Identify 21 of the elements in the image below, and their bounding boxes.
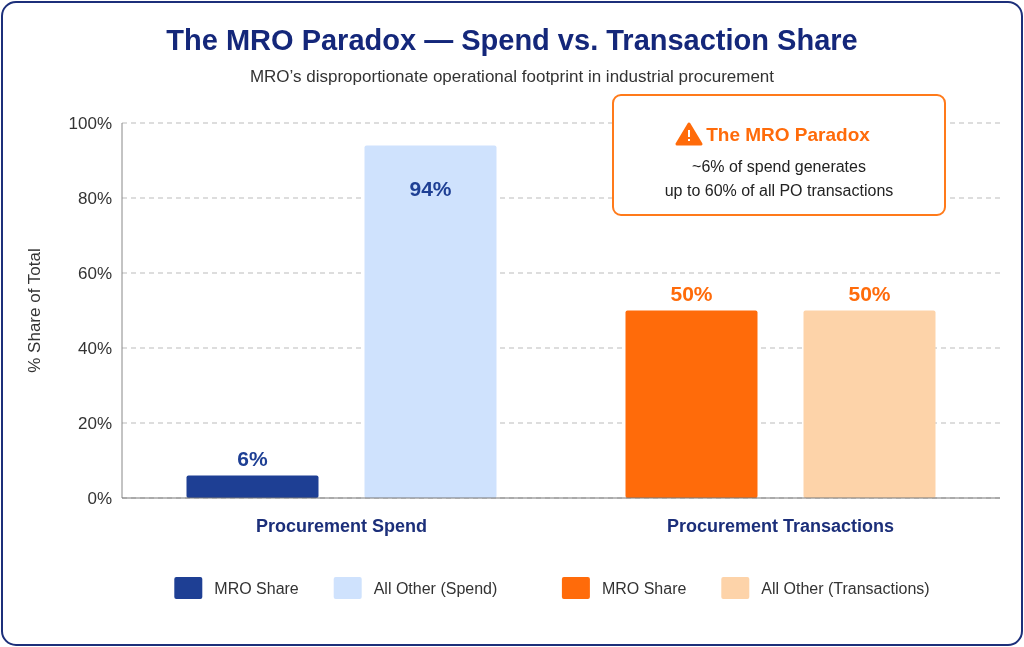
x-tick-label: Procurement Transactions: [666, 516, 895, 536]
y-axis-title: % Share of Total: [25, 248, 44, 373]
annotation: The MRO Paradox: [706, 124, 871, 145]
legend-label: All Other (Spend): [373, 579, 498, 597]
y-tick-label: 60%: [77, 263, 112, 283]
legend-label: MRO Share: [214, 579, 299, 597]
chart-title: The MRO Paradox — Spend vs. Transaction Share: [166, 24, 858, 56]
data-label: 6%: [237, 446, 268, 470]
chart-subtitle: MRO’s disproportionate operational footprint in industrial procurement: [249, 67, 775, 86]
legend-label: MRO Share: [601, 579, 687, 597]
annotation: ~6% of spend generates up to 60% of all PO transactions: [664, 158, 894, 199]
data-label: 94%: [409, 176, 452, 200]
data-label: 50%: [670, 281, 713, 305]
y-tick-label: 80%: [77, 188, 112, 208]
legend-label: All Other (Transactions): [761, 579, 930, 597]
y-tick-label: 0%: [87, 488, 112, 508]
y-tick-label: 100%: [68, 113, 112, 133]
x-tick-label: Procurement Spend: [255, 516, 428, 536]
y-tick-label: 40%: [77, 338, 112, 358]
data-label: 50%: [848, 281, 891, 305]
y-tick-label: 20%: [77, 413, 112, 433]
